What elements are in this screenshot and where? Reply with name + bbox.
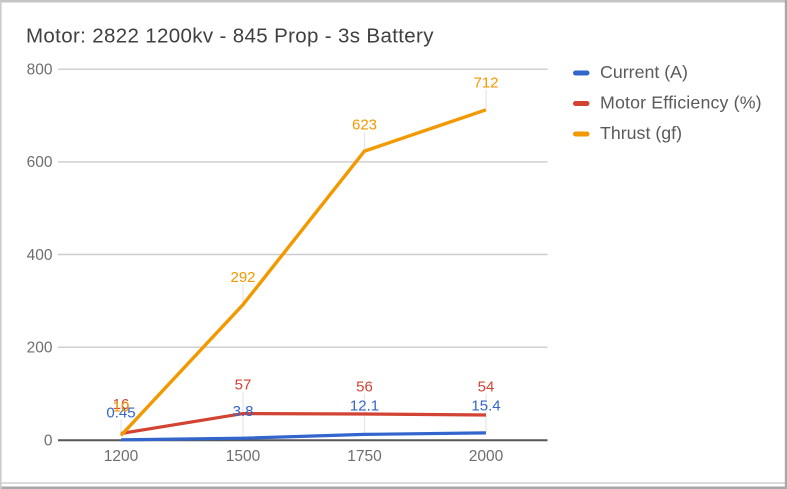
- svg-text:1200: 1200: [104, 448, 139, 465]
- svg-text:Motor: 2822 1200kv - 845 Prop: Motor: 2822 1200kv - 845 Prop - 3s Batte…: [26, 24, 434, 47]
- svg-text:Thrust (gf): Thrust (gf): [600, 123, 682, 143]
- svg-text:3.8: 3.8: [233, 403, 254, 420]
- svg-text:600: 600: [27, 154, 53, 171]
- svg-text:800: 800: [27, 62, 53, 79]
- svg-text:15.4: 15.4: [471, 398, 500, 415]
- svg-text:1750: 1750: [347, 448, 382, 465]
- svg-text:54: 54: [478, 379, 495, 396]
- svg-text:2000: 2000: [469, 448, 504, 465]
- svg-text:57: 57: [235, 377, 252, 394]
- svg-text:12.1: 12.1: [350, 398, 379, 415]
- svg-text:16: 16: [113, 396, 130, 413]
- svg-text:Motor Efficiency (%): Motor Efficiency (%): [600, 93, 762, 113]
- svg-text:1500: 1500: [226, 448, 261, 465]
- svg-text:200: 200: [27, 340, 53, 357]
- svg-text:Current (A): Current (A): [600, 62, 688, 82]
- svg-text:400: 400: [27, 247, 53, 264]
- svg-text:56: 56: [356, 379, 373, 396]
- svg-text:0: 0: [44, 433, 53, 450]
- svg-text:623: 623: [352, 117, 377, 134]
- svg-text:0.45: 0.45: [106, 405, 135, 422]
- svg-text:292: 292: [230, 269, 255, 286]
- svg-text:712: 712: [473, 75, 498, 92]
- svg-text:10: 10: [113, 398, 130, 415]
